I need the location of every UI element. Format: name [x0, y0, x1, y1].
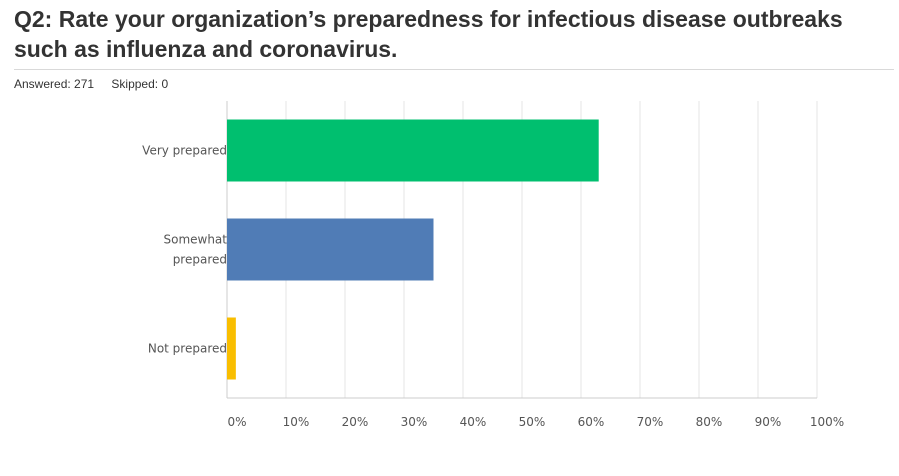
question-title: Q2: Rate your organization’s preparednes… [14, 6, 843, 62]
x-tick-label: 10% [283, 415, 310, 429]
bar[interactable] [227, 218, 434, 281]
x-tick-label: 40% [460, 415, 487, 429]
x-tick-label: 50% [519, 415, 546, 429]
x-tick-label: 20% [342, 415, 369, 429]
bar[interactable] [227, 317, 236, 380]
x-tick-label: 60% [578, 415, 605, 429]
bar[interactable] [227, 119, 599, 182]
answered-count: Answered: 271 [14, 77, 95, 91]
x-tick-label: 30% [401, 415, 428, 429]
response-stats: Answered: 271 Skipped: 0 [14, 77, 168, 91]
x-tick-label: 100% [810, 415, 844, 429]
x-tick-label: 80% [696, 415, 723, 429]
title-divider [14, 69, 894, 70]
x-tick-label: 70% [637, 415, 664, 429]
category-label: Very prepared [142, 144, 227, 158]
skipped-count: Skipped: 0 [111, 77, 169, 91]
category-label: Somewhat prepared [163, 233, 227, 267]
x-tick-label: 0% [227, 415, 246, 429]
x-tick-label: 90% [755, 415, 782, 429]
category-label: Not prepared [148, 342, 227, 356]
